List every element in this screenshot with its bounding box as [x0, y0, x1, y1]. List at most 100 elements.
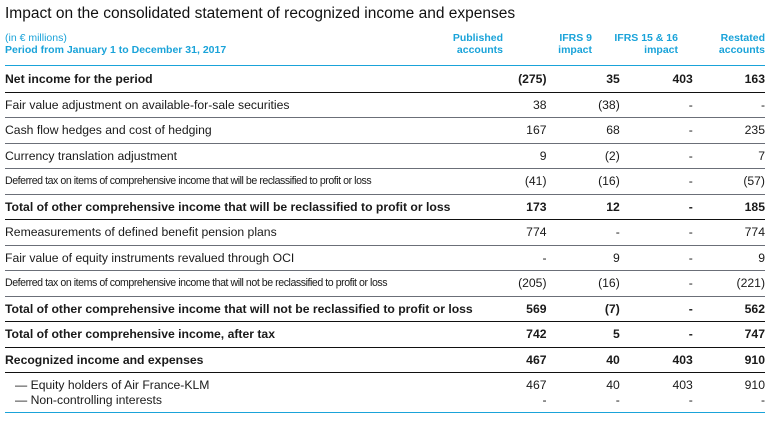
cell-value: 38	[472, 92, 547, 118]
cell-value: 9	[546, 245, 620, 271]
cell-value: -	[619, 219, 693, 246]
table-row: Fair value of equity instruments revalue…	[5, 245, 765, 271]
cell-value: -	[619, 270, 693, 297]
column-header-ifrs15-16: IFRS 15 & 16 impact	[614, 32, 678, 56]
table-row: Total of other comprehensive income that…	[5, 194, 765, 220]
cell-value: -	[472, 245, 547, 271]
cell-value: (16)	[546, 168, 620, 195]
table-bottom-rule	[5, 412, 765, 413]
table-row: Remeasurements of defined benefit pensio…	[5, 219, 765, 246]
cell-value: 774	[472, 219, 547, 246]
cell-value: -	[619, 143, 693, 169]
cell-value: 163	[692, 67, 765, 93]
column-header-line: accounts	[718, 44, 765, 56]
row-label: — Non-controlling interests	[15, 392, 162, 407]
row-label: Total of other comprehensive income that…	[5, 194, 473, 220]
cell-value: -	[542, 392, 547, 407]
cell-value: 403	[619, 67, 693, 93]
cell-value: -	[619, 168, 693, 195]
cell-value: 742	[472, 321, 547, 348]
table-row: Total of other comprehensive income that…	[5, 296, 765, 322]
cell-value: (205)	[472, 270, 547, 297]
cell-value: -	[615, 392, 620, 407]
cell-value: 167	[472, 117, 547, 144]
row-label: Deferred tax on items of comprehensive i…	[5, 270, 473, 297]
column-header-line: accounts	[456, 44, 503, 56]
cell-value: 467	[526, 377, 547, 392]
cell-value: -	[546, 219, 620, 246]
table-row: Recognized income and expenses 467 40 403 91…	[5, 347, 765, 373]
cell-value: -	[619, 296, 693, 322]
row-label: — Equity holders of Air France-KLM	[15, 377, 210, 392]
table-row: Cash flow hedges and cost of hedging 167 6…	[5, 117, 765, 144]
cell-value: 569	[472, 296, 547, 322]
row-label: Deferred tax on items of comprehensive i…	[5, 168, 473, 195]
column-header-line: impact	[558, 44, 592, 56]
cell-value: (38)	[546, 92, 620, 118]
cell-value: 910	[744, 377, 765, 392]
cell-value: 35	[546, 67, 620, 93]
table-header: (in € millions) Period from January 1 to…	[5, 32, 765, 66]
column-header-line: Published	[452, 32, 503, 44]
cell-value: (7)	[546, 296, 620, 322]
cell-value: (2)	[546, 143, 620, 169]
cell-value: -	[619, 321, 693, 348]
table-row: Currency translation adjustment 9 (2) -7	[5, 143, 765, 169]
cell-value: 68	[546, 117, 620, 144]
row-label: Cash flow hedges and cost of hedging	[5, 117, 473, 144]
column-header-restated: Restated accounts	[719, 32, 765, 56]
table-row: — Equity holders of Air France-KLM 467 40 4…	[5, 373, 765, 393]
cell-value: 173	[472, 194, 547, 220]
cell-value: -	[619, 92, 693, 118]
column-header-line: IFRS 15 & 16	[614, 32, 678, 44]
table-row: Total of other comprehensive income, aft…	[5, 321, 765, 348]
cell-value: 910	[692, 347, 765, 373]
table-row: Fair value adjustment on available-for-s…	[5, 92, 765, 118]
cell-value: 40	[546, 347, 620, 373]
page-title: Impact on the consolidated statement of …	[5, 5, 516, 22]
table-row: Net income for the period (275) 35 403 163	[5, 67, 765, 93]
cell-value: 12	[546, 194, 620, 220]
cell-value: 9	[472, 143, 547, 169]
row-label: Recognized income and expenses	[5, 347, 473, 373]
cell-value: 7	[692, 143, 765, 169]
table-row: — Non-controlling interests - - - -	[5, 392, 765, 407]
cell-value: (275)	[472, 67, 547, 93]
cell-value: 40	[606, 377, 620, 392]
row-label: Total of other comprehensive income that…	[5, 296, 473, 322]
cell-value: -	[619, 245, 693, 271]
income-table: Net income for the period (275) 35 403 163 Fa…	[5, 67, 765, 407]
cell-value: 403	[619, 347, 693, 373]
row-label: Fair value of equity instruments revalue…	[5, 245, 473, 271]
cell-value: 235	[692, 117, 765, 144]
unit-label: (in € millions)	[5, 32, 67, 44]
cell-value: -	[619, 194, 693, 220]
cell-value: -	[692, 92, 765, 118]
column-header-published: Published accounts	[453, 32, 503, 56]
cell-value: 774	[692, 219, 765, 246]
cell-value: -	[619, 117, 693, 144]
row-label: Currency translation adjustment	[5, 143, 473, 169]
cell-value: -	[760, 392, 765, 407]
row-label: Net income for the period	[5, 67, 473, 93]
period-label: Period from January 1 to December 31, 20…	[5, 44, 227, 56]
cell-value: 467	[472, 347, 547, 373]
table-row: Deferred tax on items of comprehensive i…	[5, 168, 765, 195]
column-header-line: IFRS 9	[559, 32, 592, 44]
cell-value: 5	[546, 321, 620, 348]
cell-value: 562	[692, 296, 765, 322]
cell-value: 9	[692, 245, 765, 271]
column-header-line: impact	[644, 44, 678, 56]
cell-value: (41)	[472, 168, 547, 195]
cell-value: (221)	[692, 270, 765, 297]
column-header-ifrs9: IFRS 9 impact	[558, 32, 592, 56]
table-row: Deferred tax on items of comprehensive i…	[5, 270, 765, 297]
cell-value: 185	[692, 194, 765, 220]
cell-value: (57)	[692, 168, 765, 195]
column-header-line: Restated	[720, 32, 765, 44]
cell-value: 747	[692, 321, 765, 348]
row-label: Total of other comprehensive income, aft…	[5, 321, 473, 348]
cell-value: 403	[672, 377, 693, 392]
cell-value: -	[688, 392, 693, 407]
row-label: Fair value adjustment on available-for-s…	[5, 92, 473, 118]
